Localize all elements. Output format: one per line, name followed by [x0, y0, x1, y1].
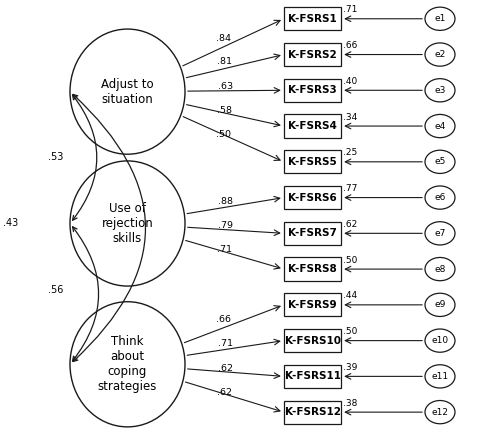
Text: .62: .62: [218, 363, 233, 373]
FancyBboxPatch shape: [284, 150, 341, 173]
Text: .71: .71: [343, 5, 357, 14]
Ellipse shape: [70, 161, 185, 286]
Ellipse shape: [70, 29, 185, 154]
Ellipse shape: [70, 302, 185, 427]
FancyBboxPatch shape: [284, 401, 341, 424]
Text: K-FSRS8: K-FSRS8: [288, 264, 337, 274]
Text: K-FSRS4: K-FSRS4: [288, 121, 337, 131]
Text: e3: e3: [434, 86, 446, 95]
Text: .25: .25: [343, 148, 357, 157]
Text: .88: .88: [218, 197, 232, 206]
Text: .62: .62: [217, 388, 232, 397]
Text: .39: .39: [343, 363, 357, 372]
Text: .66: .66: [216, 315, 232, 324]
Text: e6: e6: [434, 193, 446, 202]
FancyBboxPatch shape: [284, 79, 341, 102]
FancyBboxPatch shape: [284, 7, 341, 30]
Text: .84: .84: [216, 34, 230, 43]
Text: .62: .62: [343, 220, 357, 229]
Text: .38: .38: [343, 399, 357, 408]
Ellipse shape: [425, 79, 455, 102]
Ellipse shape: [425, 365, 455, 388]
Text: .43: .43: [4, 219, 18, 228]
Ellipse shape: [425, 293, 455, 316]
Text: .81: .81: [217, 58, 232, 67]
FancyBboxPatch shape: [284, 222, 341, 245]
Text: .50: .50: [343, 327, 357, 336]
FancyBboxPatch shape: [284, 114, 341, 138]
Ellipse shape: [425, 7, 455, 30]
Text: Use of
rejection
skills: Use of rejection skills: [102, 202, 154, 245]
Text: K-FSRS1: K-FSRS1: [288, 14, 337, 24]
Ellipse shape: [425, 114, 455, 138]
Text: e12: e12: [432, 408, 448, 417]
Text: .77: .77: [343, 184, 357, 193]
Text: e1: e1: [434, 14, 446, 23]
Text: .50: .50: [216, 130, 230, 139]
Text: .34: .34: [343, 113, 357, 122]
Text: .66: .66: [343, 41, 357, 50]
Text: .63: .63: [218, 82, 233, 91]
Ellipse shape: [425, 329, 455, 352]
Text: e2: e2: [434, 50, 446, 59]
Ellipse shape: [425, 257, 455, 281]
FancyArrowPatch shape: [73, 94, 146, 362]
Text: K-FSRS2: K-FSRS2: [288, 50, 337, 59]
FancyArrowPatch shape: [72, 95, 97, 220]
Text: K-FSRS12: K-FSRS12: [284, 407, 341, 417]
Text: .53: .53: [48, 152, 64, 162]
Text: e10: e10: [432, 336, 448, 345]
Ellipse shape: [425, 222, 455, 245]
Text: K-FSRS7: K-FSRS7: [288, 228, 337, 238]
Ellipse shape: [425, 186, 455, 209]
Text: e7: e7: [434, 229, 446, 238]
FancyBboxPatch shape: [284, 186, 341, 209]
Text: .58: .58: [218, 106, 232, 115]
Text: e5: e5: [434, 157, 446, 166]
Ellipse shape: [425, 43, 455, 66]
Text: e4: e4: [434, 122, 446, 131]
Text: .71: .71: [217, 245, 232, 254]
Text: K-FSRS3: K-FSRS3: [288, 85, 337, 95]
Text: K-FSRS11: K-FSRS11: [284, 371, 341, 381]
FancyBboxPatch shape: [284, 293, 341, 316]
Text: K-FSRS9: K-FSRS9: [288, 300, 337, 310]
FancyBboxPatch shape: [284, 257, 341, 281]
Text: .50: .50: [343, 256, 357, 265]
FancyBboxPatch shape: [284, 329, 341, 352]
Ellipse shape: [425, 401, 455, 424]
Text: K-FSRS5: K-FSRS5: [288, 157, 337, 167]
Text: Think
about
coping
strategies: Think about coping strategies: [98, 335, 157, 393]
FancyBboxPatch shape: [284, 43, 341, 66]
Text: e9: e9: [434, 300, 446, 309]
Ellipse shape: [425, 150, 455, 173]
Text: K-FSRS6: K-FSRS6: [288, 193, 337, 202]
FancyArrowPatch shape: [72, 227, 99, 361]
Text: e8: e8: [434, 265, 446, 274]
Text: e11: e11: [432, 372, 448, 381]
Text: .56: .56: [48, 285, 64, 295]
FancyBboxPatch shape: [284, 365, 341, 388]
Text: .79: .79: [218, 221, 233, 230]
Text: Adjust to
situation: Adjust to situation: [101, 78, 154, 105]
Text: .44: .44: [343, 291, 357, 300]
Text: K-FSRS10: K-FSRS10: [284, 336, 341, 346]
Text: .71: .71: [218, 339, 232, 348]
Text: .40: .40: [343, 77, 357, 86]
